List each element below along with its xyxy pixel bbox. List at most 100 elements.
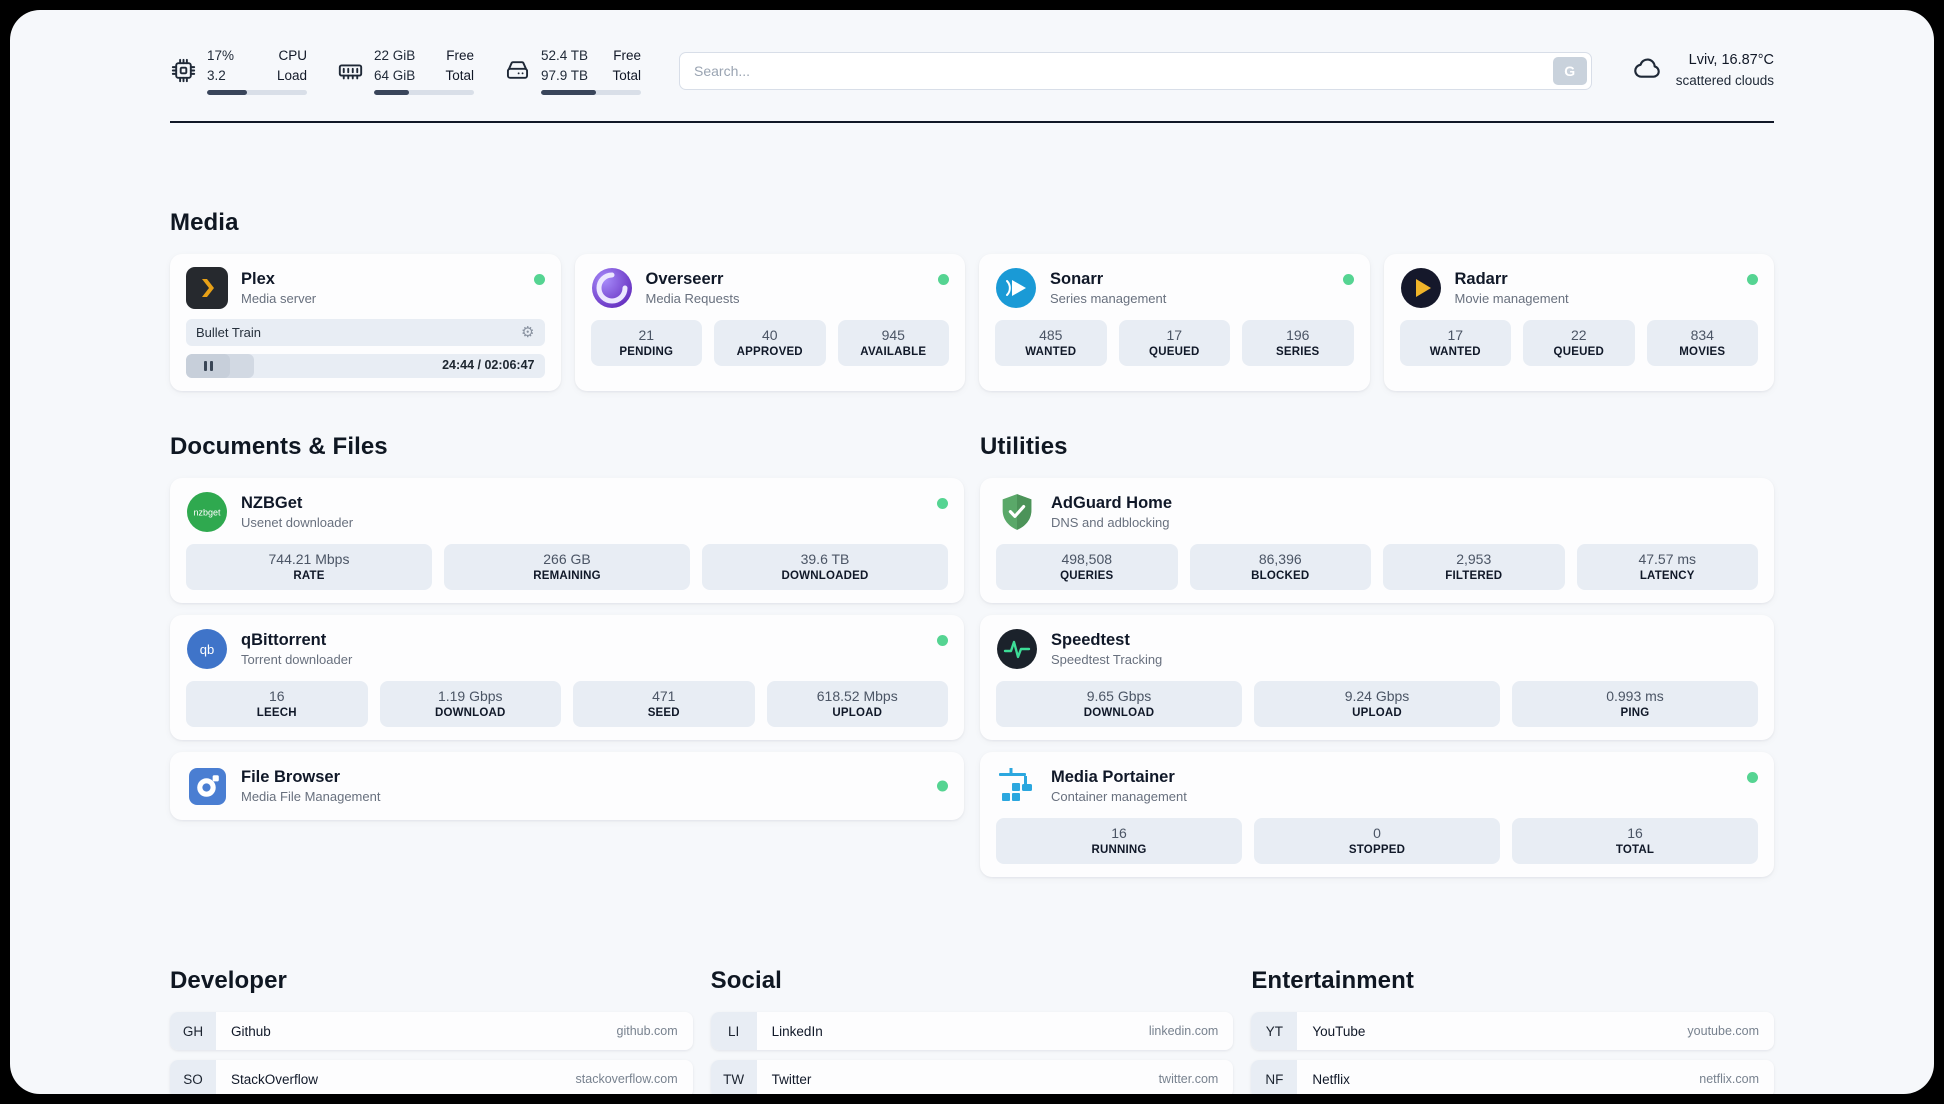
stat-box: 471 SEED [573, 681, 755, 728]
stat-label: RUNNING [1091, 844, 1147, 857]
qbittorrent-card[interactable]: qb qBittorrent Torrent downloader 16 LEE… [170, 615, 964, 741]
bookmark-github[interactable]: GH Github github.com [170, 1012, 693, 1051]
social-column: Social LI LinkedIn linkedin.com TW Twitt… [710, 967, 1234, 1094]
stat-label: FILTERED [1445, 570, 1503, 583]
stat-label: STOPPED [1348, 844, 1406, 857]
svg-text:qb: qb [200, 642, 214, 657]
developer-column: Developer GH Github github.com SO StackO… [170, 967, 693, 1094]
bookmark-abbr: TW [710, 1060, 757, 1094]
developer-section-title: Developer [170, 967, 287, 995]
pause-button[interactable] [186, 354, 230, 379]
cpu-load-label: Load [276, 67, 307, 83]
overseerr-icon [591, 267, 633, 309]
card-title: qBittorrent [241, 631, 327, 650]
ram-progressbar [374, 90, 474, 96]
radarr-card[interactable]: Radarr Movie management 17 WANTED 22 QUE… [1383, 254, 1774, 392]
status-dot [937, 780, 948, 792]
stat-value: 498,508 [1061, 551, 1113, 568]
stat-value: 744.21 Mbps [268, 551, 350, 568]
bookmark-name: YouTube [1312, 1023, 1366, 1039]
stat-label: QUEUED [1149, 346, 1200, 359]
search-input[interactable] [679, 51, 1592, 90]
media-section: Media Plex Media server Bullet Train ⚙ [170, 209, 1774, 392]
cpu-label: CPU [278, 48, 307, 63]
sonarr-icon [995, 267, 1037, 309]
bookmark-abbr: SO [170, 1060, 216, 1094]
plex-card[interactable]: Plex Media server Bullet Train ⚙ 24:44 /… [170, 254, 561, 392]
stat-value: 16 [1627, 825, 1643, 842]
portainer-card[interactable]: Media Portainer Container management 16 … [980, 752, 1774, 878]
stat-label: QUERIES [1060, 570, 1114, 583]
playback-progressbar[interactable]: 24:44 / 02:06:47 [186, 354, 545, 379]
card-title: Speedtest [1051, 631, 1130, 650]
bookmark-name: StackOverflow [231, 1071, 319, 1087]
status-dot [937, 635, 948, 647]
utilities-column: Utilities AdGuard Home DNS and adblockin… [980, 433, 1774, 889]
stat-box: 834 MOVIES [1646, 320, 1758, 367]
weather-condition: scattered clouds [1675, 73, 1774, 89]
ram-widget: 22 GiB 64 GiB Free Total [337, 46, 474, 96]
gear-icon[interactable]: ⚙ [521, 324, 535, 342]
stat-label: REMAINING [533, 570, 601, 583]
stat-value: 17 [1447, 327, 1464, 344]
nzbget-card[interactable]: nzbget NZBGet Usenet downloader 744.21 M… [170, 478, 964, 604]
nzbget-icon: nzbget [186, 491, 228, 533]
now-playing-title: Bullet Train [196, 325, 262, 341]
bookmark-youtube[interactable]: YT YouTube youtube.com [1251, 1012, 1774, 1051]
dashboard-page: 17% 3.2 CPU Load 22 GiB [10, 10, 1934, 1094]
stat-label: DOWNLOADED [781, 570, 869, 583]
disk-total-label: Total [612, 67, 641, 83]
stat-value: 2,953 [1456, 551, 1492, 568]
weather-widget: Lviv, 16.87°C scattered clouds [1630, 50, 1774, 91]
ram-total-value: 64 GiB [374, 67, 416, 83]
now-playing-bar: Bullet Train ⚙ [186, 319, 545, 347]
bookmark-url: linkedin.com [1148, 1024, 1219, 1039]
plex-icon [186, 267, 228, 310]
card-subtitle: Media File Management [241, 789, 381, 805]
bookmark-linkedin[interactable]: LI LinkedIn linkedin.com [710, 1012, 1234, 1051]
stat-box: 9.65 Gbps DOWNLOAD [996, 681, 1242, 728]
bookmark-netflix[interactable]: NF Netflix netflix.com [1251, 1060, 1774, 1094]
cloud-icon [1630, 52, 1666, 89]
social-section-title: Social [710, 967, 782, 995]
stat-value: 22 [1570, 327, 1587, 344]
stat-value: 1.19 Gbps [437, 688, 503, 705]
bookmark-twitter[interactable]: TW Twitter twitter.com [710, 1060, 1234, 1094]
ram-total-label: Total [445, 67, 474, 83]
card-subtitle: Movie management [1454, 291, 1569, 307]
overseerr-card[interactable]: Overseerr Media Requests 21 PENDING 40 A… [574, 254, 965, 392]
speedtest-card[interactable]: Speedtest Speedtest Tracking 9.65 Gbps D… [980, 615, 1774, 741]
filebrowser-card[interactable]: File Browser Media File Management [170, 752, 964, 821]
disk-widget: 52.4 TB 97.9 TB Free Total [504, 46, 641, 96]
stat-box: 485 WANTED [995, 320, 1107, 367]
stat-box: 0 STOPPED [1254, 818, 1500, 865]
stat-box: 16 TOTAL [1512, 818, 1758, 865]
stat-value: 0 [1373, 825, 1381, 842]
stat-value: 47.57 ms [1638, 551, 1697, 568]
stat-value: 834 [1690, 327, 1714, 344]
bookmark-name: LinkedIn [771, 1023, 823, 1039]
bookmark-url: youtube.com [1687, 1024, 1759, 1039]
top-bar: 17% 3.2 CPU Load 22 GiB [170, 46, 1774, 96]
card-subtitle: DNS and adblocking [1051, 515, 1170, 531]
card-title: NZBGet [241, 494, 303, 513]
entertainment-section-title: Entertainment [1251, 967, 1414, 995]
playback-time: 24:44 / 02:06:47 [442, 358, 535, 373]
card-subtitle: Torrent downloader [241, 652, 353, 668]
stat-box: 22 QUEUED [1523, 320, 1635, 367]
stat-label: BLOCKED [1251, 570, 1310, 583]
card-title: Sonarr [1050, 270, 1104, 289]
bookmark-stackoverflow[interactable]: SO StackOverflow stackoverflow.com [170, 1060, 693, 1094]
stat-box: 16 LEECH [186, 681, 368, 728]
adguard-card[interactable]: AdGuard Home DNS and adblocking 498,508 … [980, 478, 1774, 604]
bookmark-abbr: YT [1251, 1012, 1298, 1051]
stat-box: 16 RUNNING [996, 818, 1242, 865]
search-engine-button[interactable]: G [1552, 56, 1587, 85]
header-divider [170, 121, 1774, 124]
disk-total-value: 97.9 TB [541, 67, 589, 83]
stat-label: UPLOAD [1352, 707, 1402, 720]
sonarr-card[interactable]: Sonarr Series management 485 WANTED 17 Q… [979, 254, 1370, 392]
stat-box: 744.21 Mbps RATE [186, 544, 432, 591]
stat-box: 196 SERIES [1242, 320, 1354, 367]
bookmark-name: Netflix [1312, 1071, 1350, 1087]
